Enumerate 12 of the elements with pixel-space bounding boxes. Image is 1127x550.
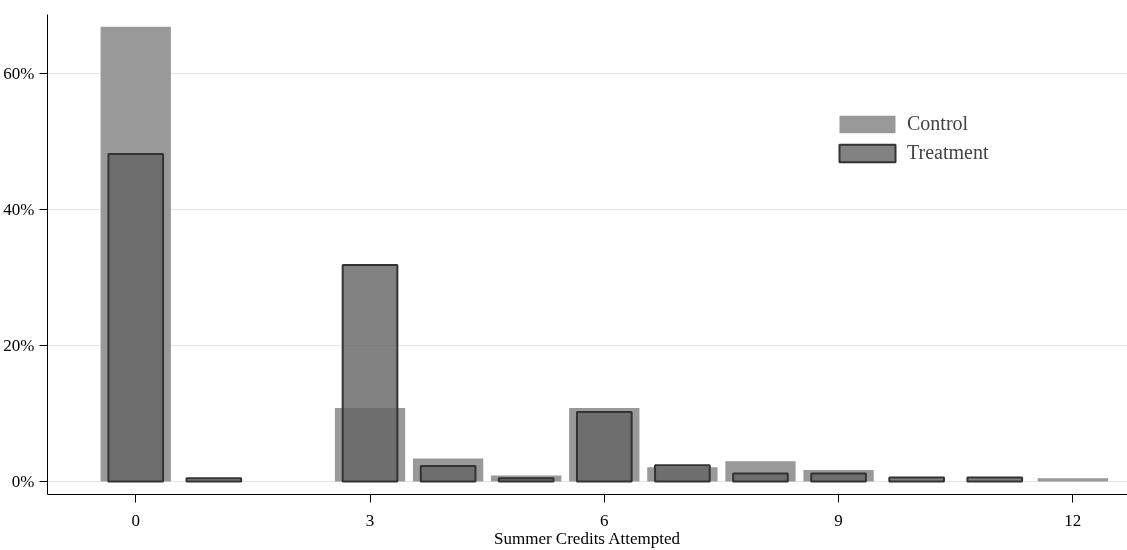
x-tick-label: 3 [365,510,375,530]
legend-label: Treatment [907,141,989,164]
y-tick-label: 20% [3,335,35,355]
y-tick-label: 40% [3,199,35,219]
y-tick-label: 60% [3,63,35,83]
x-tick-label: 12 [1064,510,1082,530]
x-tick-label: 9 [834,510,843,530]
x-tick-label: 0 [131,510,140,530]
x-axis-title: Summer Credits Attempted [494,528,681,548]
legend-label: Control [907,112,969,135]
x-tick-label: 6 [600,510,609,530]
y-tick-label: 0% [11,472,35,492]
